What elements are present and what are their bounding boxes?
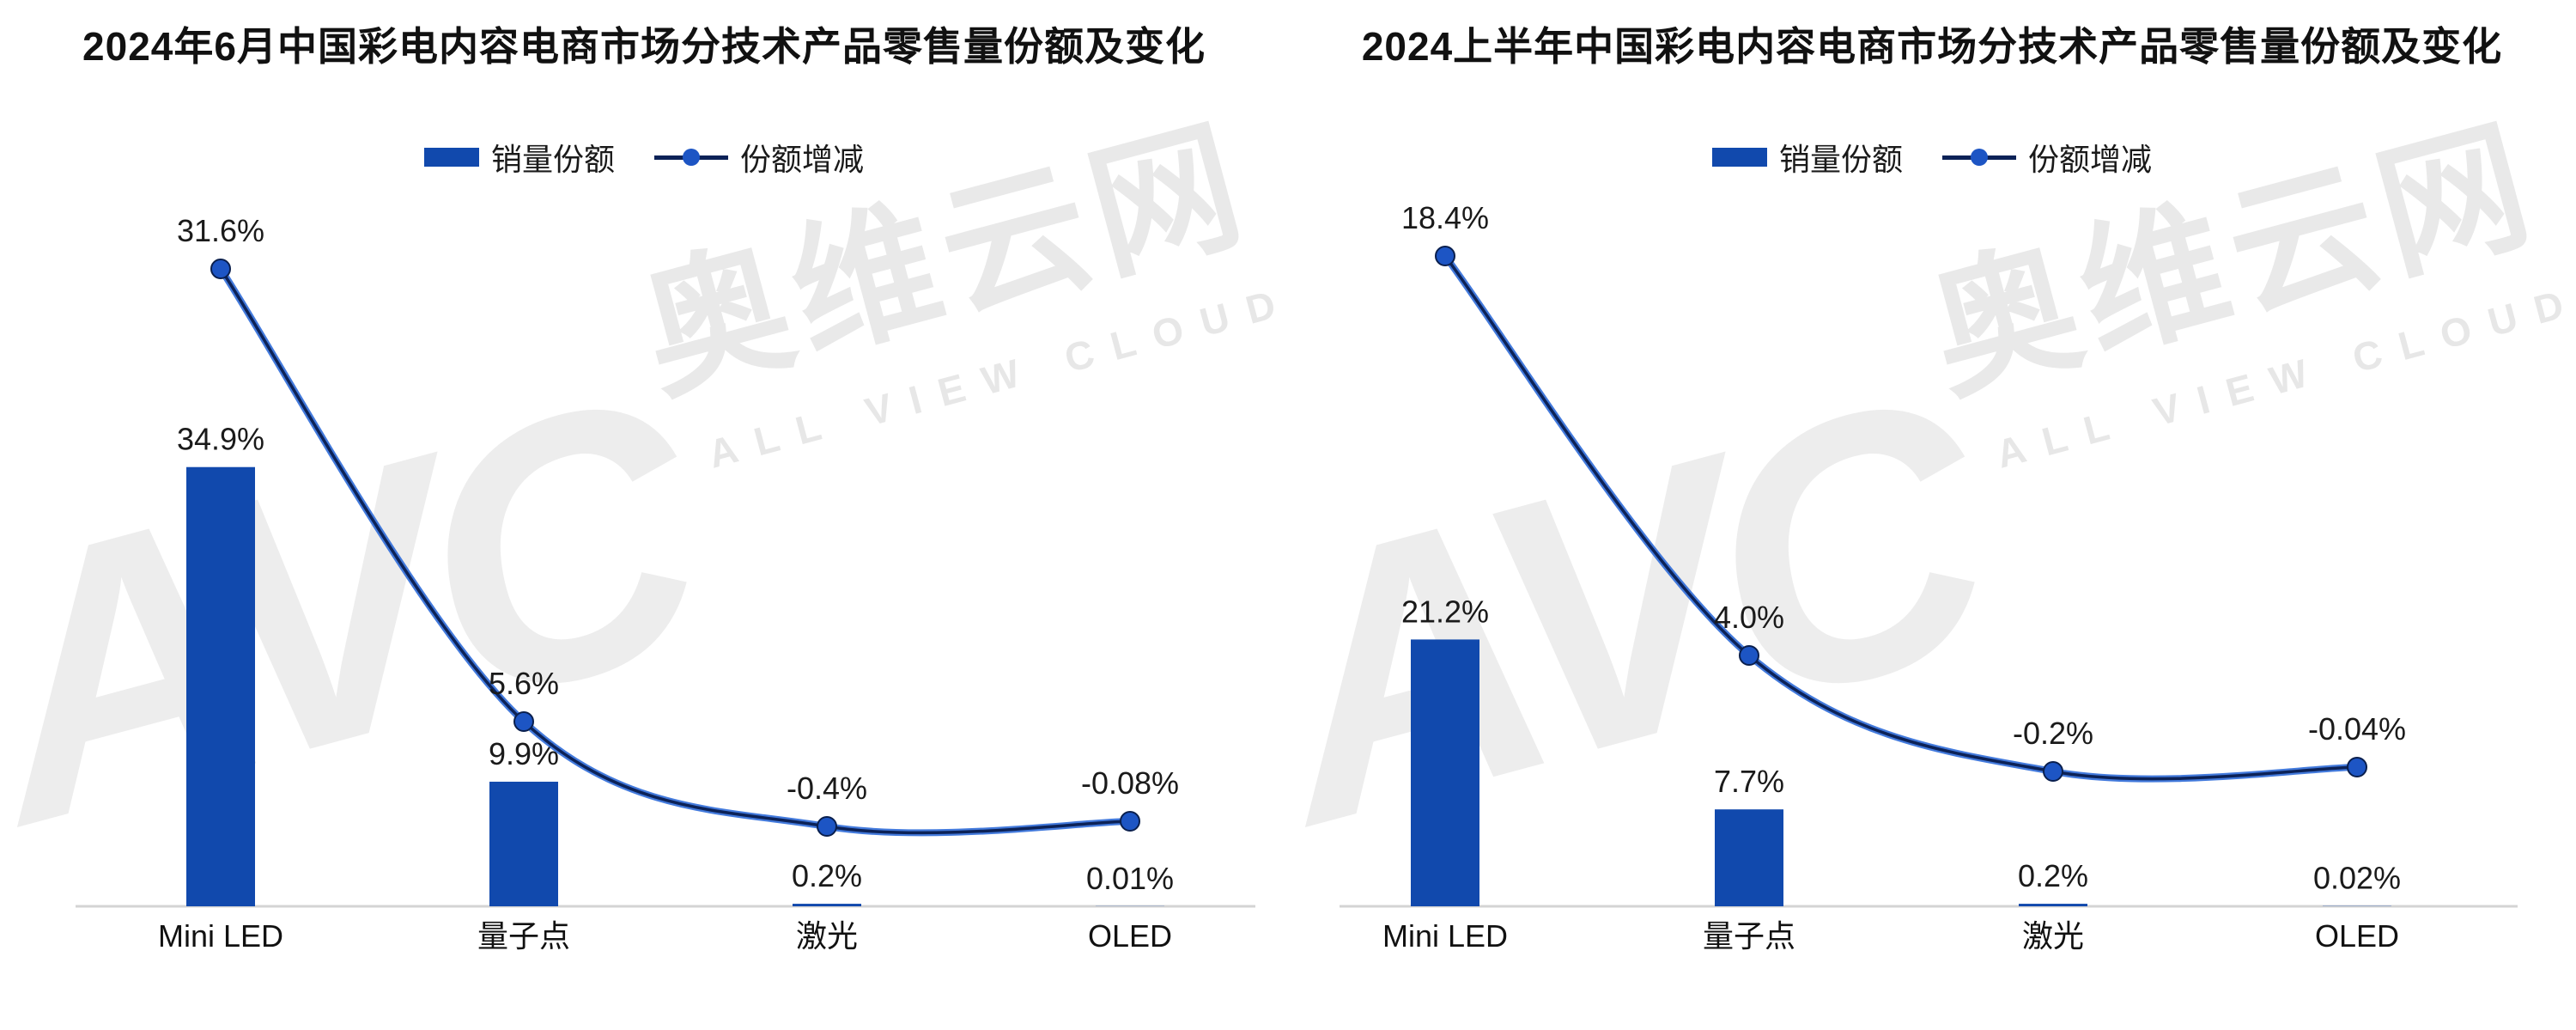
line-marker-激光: [2044, 762, 2063, 781]
line-marker-量子点: [1740, 646, 1759, 665]
legend-item-share-change: 份额增减: [654, 135, 864, 180]
chart-title-h1: 2024上半年中国彩电内容电商市场分技术产品零售量份额及变化: [1288, 15, 2576, 72]
x-axis-label-Mini LED: Mini LED: [1382, 918, 1508, 954]
line-marker-激光: [817, 817, 836, 836]
bar-量子点: [1715, 809, 1783, 906]
line-series-glow: [221, 269, 1130, 832]
legend-item-bar-share: 销量份额: [424, 135, 615, 180]
line-label-量子点: 5.6%: [489, 666, 559, 701]
line-marker-OLED: [2348, 758, 2366, 777]
bar-label-激光: 0.2%: [2018, 858, 2088, 893]
legend-bar-swatch-icon: [424, 148, 479, 167]
legend: 销量份额 份额增减: [1288, 136, 2576, 179]
bar-label-量子点: 7.7%: [1714, 764, 1784, 799]
legend-item-bar-share: 销量份额: [1712, 135, 1903, 180]
chart-panel-h1: AVC 奥维云网 ALL VIEW CLOUD 2024上半年中国彩电内容电商市…: [1288, 0, 2576, 983]
legend-label: 销量份额: [1779, 135, 1903, 180]
line-label-激光: -0.2%: [2013, 716, 2093, 751]
legend: 销量份额 份额增减: [0, 136, 1288, 179]
chart-panel-june: AVC 奥维云网 ALL VIEW CLOUD 2024年6月中国彩电内容电商市…: [0, 0, 1288, 983]
x-axis-label-OLED: OLED: [2315, 918, 2399, 954]
line-marker-量子点: [514, 712, 533, 731]
line-series: [221, 269, 1130, 832]
line-label-OLED: -0.04%: [2308, 711, 2406, 747]
bar-label-OLED: 0.01%: [1086, 861, 1174, 896]
bar-量子点: [489, 782, 558, 906]
bar-label-OLED: 0.02%: [2313, 861, 2401, 896]
x-axis-label-OLED: OLED: [1088, 918, 1172, 954]
legend-line-swatch-icon: [654, 147, 728, 168]
legend-line-dot: [683, 149, 700, 166]
bar-激光: [2019, 904, 2087, 906]
bar-Mini LED: [1411, 639, 1479, 906]
x-axis-label-激光: 激光: [2022, 918, 2084, 954]
line-label-激光: -0.4%: [787, 771, 867, 806]
x-axis-label-量子点: 量子点: [1703, 918, 1795, 954]
bar-label-Mini LED: 34.9%: [177, 422, 264, 457]
bar-label-激光: 0.2%: [792, 858, 862, 893]
legend-line-dot: [1971, 149, 1988, 166]
legend-item-share-change: 份额增减: [1942, 135, 2152, 180]
bar-激光: [793, 904, 861, 906]
line-marker-OLED: [1121, 812, 1139, 831]
line-label-OLED: -0.08%: [1081, 765, 1179, 801]
legend-label: 份额增减: [2028, 135, 2152, 180]
line-marker-Mini LED: [211, 259, 230, 278]
chart-title-june: 2024年6月中国彩电内容电商市场分技术产品零售量份额及变化: [0, 15, 1288, 72]
bar-Mini LED: [186, 467, 255, 906]
legend-line-swatch-icon: [1942, 147, 2016, 168]
x-axis-label-Mini LED: Mini LED: [158, 918, 283, 954]
line-label-Mini LED: 31.6%: [177, 213, 264, 248]
line-marker-Mini LED: [1436, 247, 1455, 265]
line-series-glow: [1445, 256, 2357, 779]
x-axis-label-量子点: 量子点: [477, 918, 570, 954]
x-axis-label-激光: 激光: [796, 918, 858, 954]
line-label-Mini LED: 18.4%: [1401, 200, 1489, 235]
legend-label: 份额增减: [740, 135, 864, 180]
line-series: [1445, 256, 2357, 779]
legend-bar-swatch-icon: [1712, 148, 1767, 167]
bar-label-Mini LED: 21.2%: [1401, 594, 1489, 629]
line-label-量子点: 4.0%: [1714, 600, 1784, 635]
legend-label: 销量份额: [491, 135, 615, 180]
